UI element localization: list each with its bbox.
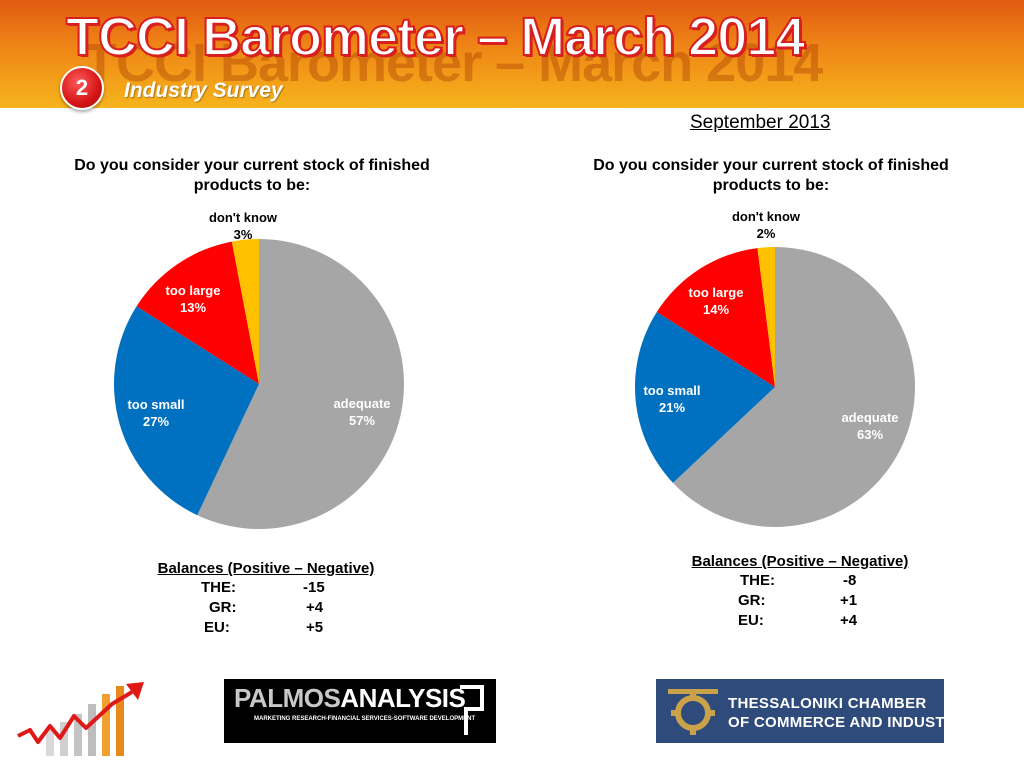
right-balance-value: +4: [840, 612, 858, 629]
tcci-logo: THESSALONIKI CHAMBER OF COMMERCE AND IND…: [656, 679, 965, 743]
palmos-wordmark: PALMOSANALYSIS: [234, 683, 466, 714]
left-pie-chart: adequate 57% too small 27% too large 13% don't…: [113, 210, 404, 529]
right-balances-title: Balances (Positive – Negative): [691, 553, 909, 570]
left-balance-row: EU: +5: [116, 619, 416, 639]
palmos-tagline: MARKETING RESEARCH-FINANCIAL SERVICES-SO…: [254, 716, 476, 722]
right-chart-question: Do you consider your current stock of fi…: [593, 157, 949, 194]
palmos-analysis-logo: PALMOSANALYSIS MARKETING RESEARCH-FINANC…: [224, 679, 496, 743]
pie-slice-too-large: [656, 248, 775, 387]
header-title-shadow: TCCI Barometer – March 2014: [84, 33, 823, 93]
tcci-wordmark: THESSALONIKI CHAMBER OF COMMERCE AND IND…: [728, 694, 966, 732]
left-balance-row: GR: +4: [116, 599, 416, 619]
right-balance-row: EU: +4: [650, 612, 950, 632]
right-balance-row: THE: -8: [650, 572, 950, 592]
right-balance-label: GR:: [738, 592, 766, 609]
right-balance-label: EU:: [738, 612, 764, 629]
pie-value-adequate: 57%: [349, 413, 375, 428]
pie-slice-too-small: [635, 311, 775, 483]
pie-label-don-t-know: don't know: [732, 209, 801, 224]
pie-label-adequate: adequate: [333, 396, 390, 411]
pie-label-don-t-know: don't know: [209, 210, 278, 225]
page-title: TCCI Barometer – March 2014: [65, 6, 806, 68]
pie-value-don-t-know: 2%: [757, 226, 776, 241]
palmos-wordmark-part2: ANALYSIS: [340, 683, 466, 713]
pie-slice-adequate: [197, 239, 404, 529]
period-label: September 2013: [690, 112, 831, 133]
pie-label-too-large: too large: [166, 283, 221, 298]
pie-slice-adequate: [672, 247, 915, 527]
left-balance-value: -15: [303, 579, 325, 596]
pie-label-adequate: adequate: [841, 410, 898, 425]
palmos-wordmark-part1: PALMOS: [234, 683, 341, 713]
pie-value-too-small: 21%: [659, 400, 685, 415]
palmos-p-icon: [460, 685, 484, 735]
left-balance-value: +5: [306, 619, 324, 636]
pie-value-too-large: 13%: [180, 300, 206, 315]
pie-slice-too-small: [113, 306, 259, 516]
left-balance-label: THE:: [201, 579, 236, 596]
right-balance-value: +1: [840, 592, 858, 609]
left-balance-value: +4: [306, 599, 324, 616]
section-number-badge: 2: [60, 66, 104, 110]
right-balance-row: GR: +1: [650, 592, 950, 612]
right-pie-chart: adequate 63% too small 21% too large 14% don't…: [635, 209, 915, 527]
pie-value-don-t-know: 3%: [234, 227, 253, 242]
gear-icon: [668, 689, 718, 735]
pie-slice-don-t-know: [231, 239, 259, 384]
left-balances-title: Balances (Positive – Negative): [157, 560, 375, 577]
right-balance-label: THE:: [740, 572, 775, 589]
left-chart-question: Do you consider your current stock of fi…: [74, 157, 430, 194]
pie-slice-don-t-know: [757, 247, 775, 387]
tcci-line1: THESSALONIKI CHAMBER: [728, 695, 927, 712]
pie-value-adequate: 63%: [857, 427, 883, 442]
right-balance-value: -8: [843, 572, 857, 589]
left-balance-label: EU:: [204, 619, 230, 636]
left-balance-label: GR:: [209, 599, 237, 616]
pie-label-too-small: too small: [127, 397, 184, 412]
pie-value-too-small: 27%: [143, 414, 169, 429]
pie-value-too-large: 14%: [703, 302, 729, 317]
pie-label-too-small: too small: [643, 383, 700, 398]
left-balances: Balances (Positive – Negative) THE: -15 …: [116, 560, 416, 639]
tcci-line2: OF COMMERCE AND INDUSTRY: [728, 714, 966, 731]
growth-chart-logo: [16, 676, 160, 760]
pie-label-too-large: too large: [689, 285, 744, 300]
growth-chart-icon: [17, 682, 144, 756]
section-label: Industry Survey: [124, 79, 283, 102]
pie-slice-too-large: [136, 241, 259, 384]
header-band: [0, 0, 1024, 108]
left-balance-row: THE: -15: [116, 579, 416, 599]
right-balances: Balances (Positive – Negative) THE: -8 G…: [650, 553, 950, 632]
